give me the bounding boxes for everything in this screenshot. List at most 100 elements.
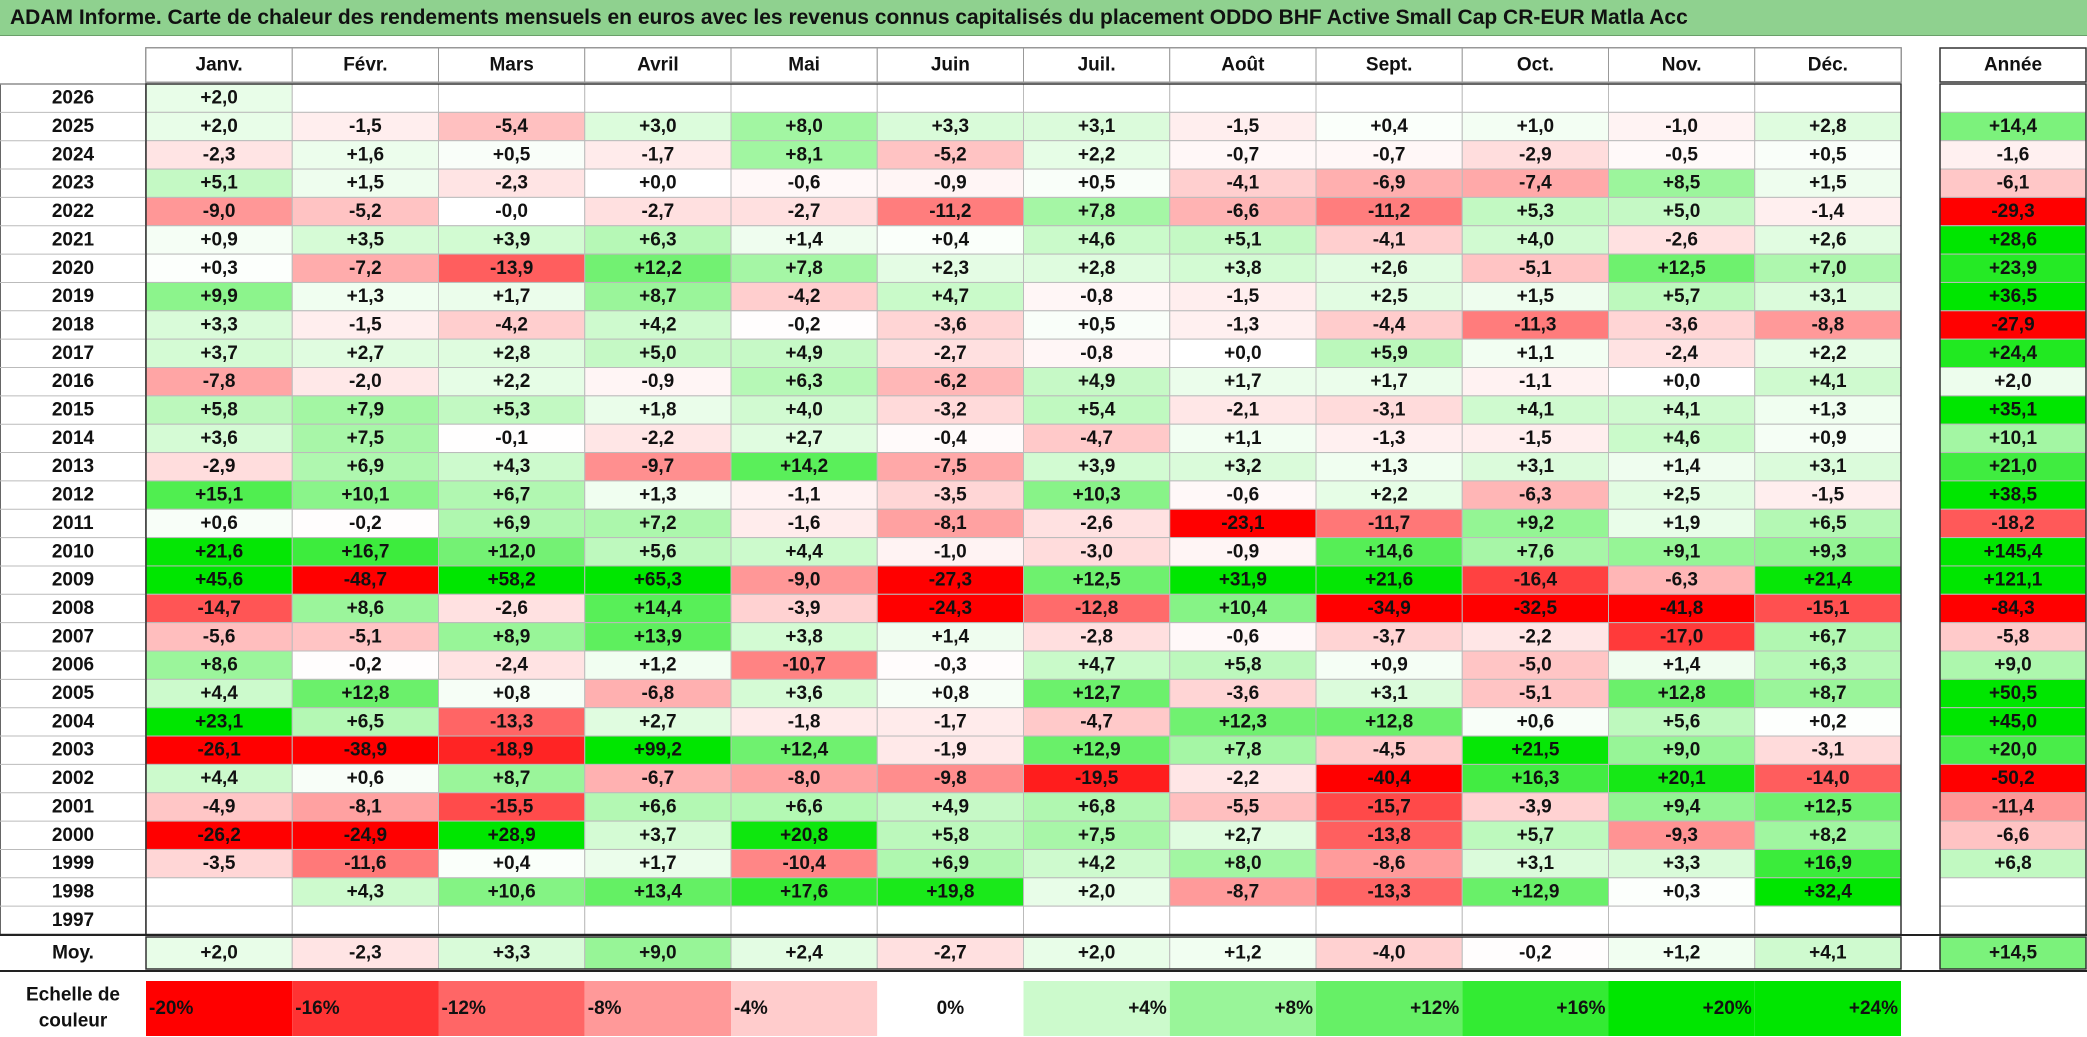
heatmap-cell: [730, 565, 878, 595]
cell-value: +2,7: [785, 428, 823, 449]
heatmap-cell: [1754, 792, 1902, 822]
heatmap-cell: [584, 622, 732, 652]
heatmap-cell: [876, 537, 1024, 567]
cell-value: +2,7: [1224, 825, 1262, 846]
cell-value: +3,8: [1224, 258, 1262, 279]
cell-value: -0,6: [1227, 485, 1260, 506]
heatmap-cell: [1169, 111, 1317, 142]
heatmap-cell: [145, 622, 293, 652]
heatmap-cell: [1754, 537, 1902, 567]
cell-value: +2,0: [1078, 881, 1116, 902]
cell-value: -9,3: [1665, 825, 1698, 846]
cell-value: +1,4: [785, 229, 823, 250]
heatmap-cell: [1754, 423, 1902, 454]
annual-value: -6,1: [1997, 173, 2030, 194]
annual-value: +28,6: [1989, 229, 2037, 250]
cell-value: -8,0: [788, 768, 821, 789]
cell-value: -8,1: [349, 796, 382, 817]
cell-value: -2,3: [203, 144, 236, 165]
cell-value: +12,9: [1511, 881, 1559, 902]
cell-value: -13,8: [1367, 825, 1410, 846]
heatmap-cell: [584, 707, 732, 737]
heatmap-cell: [1461, 537, 1609, 567]
cell-value: +0,6: [1517, 711, 1555, 732]
heatmap-cell: [1169, 820, 1317, 850]
cell-value: +16,3: [1511, 768, 1559, 789]
heatmap-cell: [876, 678, 1024, 709]
cell-value: -4,5: [1373, 740, 1406, 761]
annual-cell: [1939, 338, 2087, 368]
cell-value: +4,3: [493, 456, 531, 477]
cell-value: -2,6: [1665, 229, 1698, 250]
year-label: 2026: [52, 88, 94, 109]
annual-value: -84,3: [1991, 598, 2034, 619]
cell-value: +10,6: [488, 881, 536, 902]
heatmap-cell: [145, 111, 293, 142]
cell-value: +7,0: [1809, 258, 1847, 279]
heatmap-cell: [1754, 650, 1902, 680]
average-value: -0,2: [1519, 943, 1552, 964]
cell-value: +2,5: [1370, 286, 1408, 307]
annual-cell: [1939, 508, 2087, 539]
cell-value: +2,0: [200, 88, 238, 109]
heatmap-cell: [1023, 508, 1171, 539]
heatmap-cell: [584, 452, 732, 482]
heatmap-cell: [876, 196, 1024, 227]
heatmap-cell: [1315, 565, 1463, 595]
heatmap-cell: [876, 338, 1024, 368]
cell-value: +5,3: [493, 400, 531, 421]
cell-value: -3,9: [1519, 796, 1552, 817]
cell-value: +0,9: [200, 229, 238, 250]
heatmap-cell: [291, 792, 439, 822]
month-header-label: Juil.: [1078, 55, 1116, 76]
cell-value: +14,6: [1365, 541, 1413, 562]
heatmap-cell: [291, 905, 439, 936]
cell-value: +3,2: [1224, 456, 1262, 477]
cell-value: +1,8: [639, 400, 677, 421]
heatmap-cell: [876, 281, 1024, 312]
cell-value: +6,8: [1078, 796, 1116, 817]
cell-value: -0,8: [1080, 343, 1113, 364]
heatmap-cell: [584, 281, 732, 312]
heatmap-cell: [1461, 877, 1609, 907]
heatmap-cell: [1608, 735, 1756, 765]
cell-value: +1,5: [1809, 173, 1847, 194]
scale-label: -16%: [295, 998, 339, 1019]
heatmap-cell: [291, 508, 439, 539]
cell-value: +8,5: [1663, 173, 1701, 194]
cell-value: +2,6: [1809, 229, 1847, 250]
cell-value: +45,6: [195, 570, 243, 591]
cell-value: +2,2: [1078, 144, 1116, 165]
heatmap-cell: [1608, 168, 1756, 198]
heatmap-cell: [730, 848, 878, 879]
year-label: 2008: [52, 598, 94, 619]
cell-value: +4,7: [932, 286, 970, 307]
heatmap-cell: [1461, 168, 1609, 198]
cell-value: -2,4: [495, 655, 528, 676]
year-label: 2002: [52, 768, 94, 789]
cell-value: +12,2: [634, 258, 682, 279]
cell-value: -0,1: [495, 428, 528, 449]
year-label: 2011: [52, 513, 94, 534]
cell-value: +0,9: [1809, 428, 1847, 449]
cell-value: -1,0: [934, 541, 967, 562]
year-label: 2020: [52, 258, 94, 279]
scale-label: +24%: [1849, 998, 1898, 1019]
cell-value: -26,1: [197, 740, 241, 761]
scale-label-line2: couleur: [39, 1011, 108, 1032]
cell-value: +15,1: [195, 485, 244, 506]
cell-value: -3,2: [934, 400, 967, 421]
cell-value: +16,7: [341, 541, 389, 562]
heatmap-cell: [876, 820, 1024, 850]
year-label: 2017: [52, 343, 94, 364]
cell-value: -1,5: [349, 314, 382, 335]
cell-value: +6,3: [1809, 655, 1847, 676]
heatmap-cell: [1754, 395, 1902, 425]
heatmap-cell: [730, 423, 878, 454]
cell-value: +7,2: [639, 513, 677, 534]
cell-value: +3,3: [932, 116, 970, 137]
annual-cell: [1939, 792, 2087, 822]
cell-value: +21,6: [195, 541, 243, 562]
cell-value: +0,4: [1370, 116, 1408, 137]
annual-value: -18,2: [1991, 513, 2034, 534]
